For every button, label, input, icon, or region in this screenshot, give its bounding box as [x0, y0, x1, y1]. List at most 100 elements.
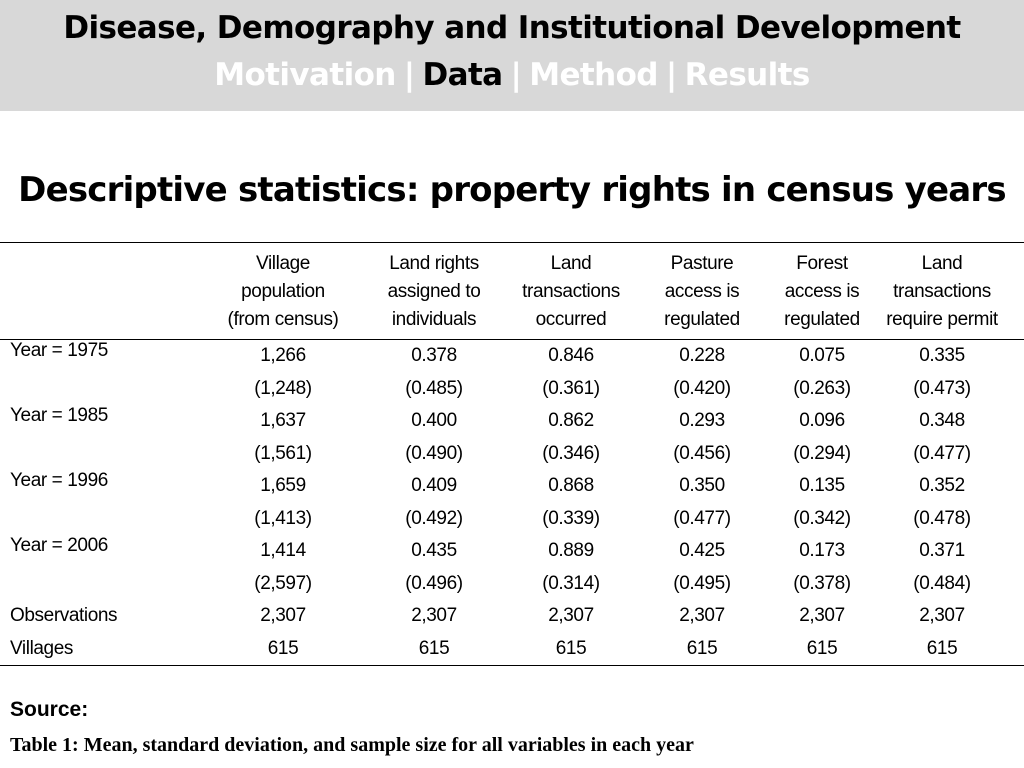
- table-row-mean: Year = 1985 1,637 0.400 0.862 0.293 0.09…: [0, 405, 1024, 438]
- sd-cell: (0.496): [405, 572, 463, 594]
- mean-cell: 0.846: [548, 345, 594, 367]
- sd-cell: (0.420): [673, 377, 731, 399]
- nav-item-method[interactable]: Method: [529, 57, 658, 93]
- mean-cell: 1,414: [260, 540, 306, 562]
- table-row-mean: Year = 2006 1,414 0.435 0.889 0.425 0.17…: [0, 535, 1024, 568]
- mean-cell: 0.075: [799, 345, 845, 367]
- observations-cell: 2,307: [919, 605, 965, 627]
- table-row-mean: Year = 1996 1,659 0.409 0.868 0.350 0.13…: [0, 470, 1024, 503]
- mean-cell: 0.350: [679, 475, 725, 497]
- sd-cell: (1,561): [254, 442, 312, 464]
- observations-cell: 2,307: [411, 605, 457, 627]
- sd-cell: (0.492): [405, 507, 463, 529]
- sd-cell: (0.314): [542, 572, 600, 594]
- mean-cell: 0.096: [799, 410, 845, 432]
- sd-cell: (1,248): [254, 377, 312, 399]
- mean-cell: 0.135: [799, 475, 845, 497]
- villages-cell: 615: [555, 637, 587, 659]
- table-caption: Table 1: Mean, standard deviation, and s…: [10, 734, 694, 756]
- nav-separator: |: [510, 57, 522, 93]
- mean-cell: 0.293: [679, 410, 725, 432]
- mean-cell: 0.348: [919, 410, 965, 432]
- column-header: Forest access is regulated: [784, 253, 860, 330]
- row-label: Year = 1996: [10, 470, 108, 491]
- villages-cell: 615: [267, 637, 299, 659]
- table-row-sd: (2,597) (0.496) (0.314) (0.495) (0.378) …: [0, 568, 1024, 601]
- table-row-observations: Observations 2,307 2,307 2,307 2,307 2,3…: [0, 600, 1024, 633]
- source-label: Source:: [10, 698, 89, 721]
- sd-cell: (1,413): [254, 507, 312, 529]
- row-label-blank: [0, 503, 220, 536]
- table-row-villages: Villages 615 615 615 615 615 615: [0, 633, 1024, 666]
- section-nav: Motivation | Data | Method | Results: [0, 57, 1024, 93]
- mean-cell: 0.425: [679, 540, 725, 562]
- mean-cell: 0.435: [411, 540, 457, 562]
- row-label: Villages: [10, 637, 73, 659]
- mean-cell: 0.173: [799, 540, 845, 562]
- row-label: Year = 2006: [10, 535, 108, 556]
- sd-cell: (0.263): [793, 377, 851, 399]
- table-header-row: Village population (from census) Land righ…: [0, 242, 1024, 340]
- descriptive-statistics-table: Village population (from census) Land righ…: [0, 242, 1024, 666]
- mean-cell: 0.378: [411, 345, 457, 367]
- table-row-mean: Year = 1975 1,266 0.378 0.846 0.228 0.07…: [0, 340, 1024, 373]
- sd-cell: (0.477): [913, 442, 971, 464]
- mean-cell: 1,266: [260, 345, 306, 367]
- sd-cell: (0.294): [793, 442, 851, 464]
- sd-cell: (2,597): [254, 572, 312, 594]
- row-label: Year = 1975: [10, 340, 108, 361]
- column-header: Land transactions require permit: [886, 253, 998, 330]
- sd-cell: (0.477): [673, 507, 731, 529]
- slide-title: Descriptive statistics: property rights …: [18, 170, 1007, 210]
- mean-cell: 0.868: [548, 475, 594, 497]
- nav-item-motivation[interactable]: Motivation: [214, 57, 396, 93]
- observations-cell: 2,307: [548, 605, 594, 627]
- sd-cell: (0.342): [793, 507, 851, 529]
- row-label-blank: [0, 438, 220, 471]
- sd-cell: (0.490): [405, 442, 463, 464]
- table-row-sd: (1,248) (0.485) (0.361) (0.420) (0.263) …: [0, 373, 1024, 406]
- observations-cell: 2,307: [260, 605, 306, 627]
- sd-cell: (0.378): [793, 572, 851, 594]
- nav-item-results[interactable]: Results: [684, 57, 811, 93]
- observations-cell: 2,307: [799, 605, 845, 627]
- header-cell-blank: [0, 243, 220, 340]
- mean-cell: 0.862: [548, 410, 594, 432]
- row-label: Year = 1985: [10, 405, 108, 426]
- nav-separator: |: [403, 57, 415, 93]
- mean-cell: 0.400: [411, 410, 457, 432]
- presentation-title: Disease, Demography and Institutional De…: [63, 10, 961, 46]
- mean-cell: 1,637: [260, 410, 306, 432]
- sd-cell: (0.495): [673, 572, 731, 594]
- row-label-blank: [0, 373, 220, 406]
- sd-cell: (0.456): [673, 442, 731, 464]
- column-header: Land rights assigned to individuals: [387, 253, 481, 330]
- mean-cell: 0.371: [919, 540, 965, 562]
- sd-cell: (0.339): [542, 507, 600, 529]
- column-header: Pasture access is regulated: [664, 253, 740, 330]
- column-header: Village population (from census): [227, 253, 339, 330]
- column-header: Land transactions occurred: [522, 253, 620, 330]
- row-label-blank: [0, 568, 220, 601]
- table-row-sd: (1,561) (0.490) (0.346) (0.456) (0.294) …: [0, 438, 1024, 471]
- mean-cell: 0.228: [679, 345, 725, 367]
- mean-cell: 0.889: [548, 540, 594, 562]
- villages-cell: 615: [926, 637, 958, 659]
- nav-item-data[interactable]: Data: [422, 57, 504, 93]
- villages-cell: 615: [418, 637, 450, 659]
- mean-cell: 0.335: [919, 345, 965, 367]
- mean-cell: 1,659: [260, 475, 306, 497]
- observations-cell: 2,307: [679, 605, 725, 627]
- header-band: [0, 0, 1024, 111]
- sd-cell: (0.473): [913, 377, 971, 399]
- sd-cell: (0.484): [913, 572, 971, 594]
- sd-cell: (0.485): [405, 377, 463, 399]
- mean-cell: 0.352: [919, 475, 965, 497]
- table-row-sd: (1,413) (0.492) (0.339) (0.477) (0.342) …: [0, 503, 1024, 536]
- nav-separator: |: [665, 57, 677, 93]
- mean-cell: 0.409: [411, 475, 457, 497]
- sd-cell: (0.478): [913, 507, 971, 529]
- row-label: Observations: [10, 605, 118, 627]
- sd-cell: (0.346): [542, 442, 600, 464]
- sd-cell: (0.361): [542, 377, 600, 399]
